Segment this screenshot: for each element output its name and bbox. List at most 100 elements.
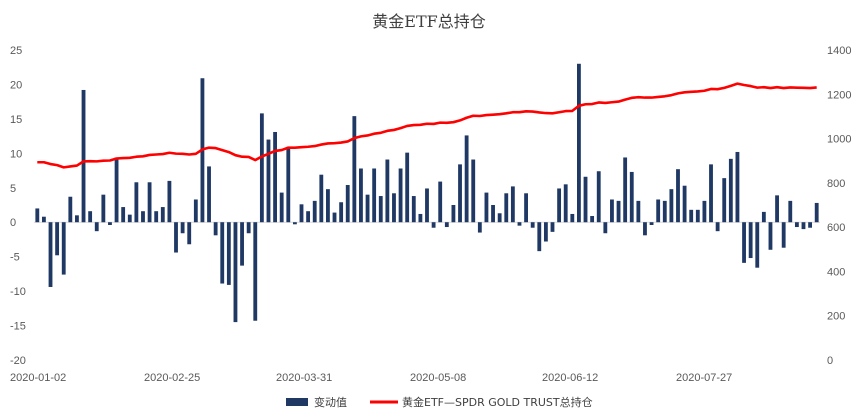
y-left-tick-label: 10 xyxy=(10,148,22,160)
bar-65 xyxy=(464,135,469,223)
bar-105 xyxy=(728,158,733,223)
y-left-tick-label: 25 xyxy=(10,45,22,57)
bar-4 xyxy=(61,222,66,275)
bar-54 xyxy=(392,193,396,223)
bar-79 xyxy=(557,188,562,223)
y-left-tick-label: 5 xyxy=(10,183,16,195)
bar-series xyxy=(35,63,819,323)
x-axis: 2020-01-02 2020-02-25 2020-03-31 2020-05-08… xyxy=(10,372,732,384)
bar-72 xyxy=(510,186,515,223)
bar-19 xyxy=(160,207,165,223)
bar-49 xyxy=(359,168,363,223)
bar-59 xyxy=(425,188,429,223)
bar-44 xyxy=(326,189,330,223)
bar-7 xyxy=(81,89,86,223)
x-tick-label: 2020-05-08 xyxy=(410,372,466,384)
legend-line-label: 黄金ETF—SPDR GOLD TRUST总持仓 xyxy=(402,395,593,409)
bar-68 xyxy=(484,192,489,223)
bar-66 xyxy=(471,159,476,223)
x-tick-label: 2020-02-25 xyxy=(144,372,200,384)
bar-10 xyxy=(101,194,106,223)
bar-48 xyxy=(352,116,357,223)
bar-1 xyxy=(41,216,46,223)
bar-57 xyxy=(411,196,416,223)
bar-6 xyxy=(75,215,79,223)
bar-61 xyxy=(438,181,443,223)
bar-33 xyxy=(253,222,258,321)
bar-16 xyxy=(141,211,145,223)
bar-73 xyxy=(517,222,522,226)
chart-title: 黄金ETF总持仓 xyxy=(372,12,485,31)
bar-76 xyxy=(537,222,542,252)
bar-94 xyxy=(656,199,661,223)
bar-31 xyxy=(240,222,244,266)
y-left-tick-label: 20 xyxy=(10,79,22,91)
bar-107 xyxy=(742,222,746,263)
y-right-tick-label: 800 xyxy=(827,178,845,190)
bar-95 xyxy=(662,200,667,223)
bar-110 xyxy=(761,211,766,223)
bar-39 xyxy=(292,222,297,225)
bar-102 xyxy=(709,164,713,223)
bar-35 xyxy=(266,139,271,223)
bar-91 xyxy=(636,200,641,223)
bar-64 xyxy=(458,164,462,223)
bar-116 xyxy=(801,222,806,230)
y-left-tick-label: -15 xyxy=(10,321,26,333)
y-left-tick-label: -5 xyxy=(10,252,20,264)
bar-83 xyxy=(583,176,588,223)
y-axis-left: -20 -15 -10 -5 0 5 10 15 20 25 xyxy=(10,45,26,367)
bar-74 xyxy=(524,193,528,223)
bar-108 xyxy=(748,222,753,259)
bar-111 xyxy=(768,222,773,250)
bar-27 xyxy=(213,222,218,236)
y-right-tick-label: 0 xyxy=(827,355,833,367)
bar-77 xyxy=(543,222,548,242)
bar-52 xyxy=(378,196,383,223)
y-right-tick-label: 1200 xyxy=(827,89,851,101)
bar-37 xyxy=(279,192,284,223)
bar-45 xyxy=(332,212,337,223)
bar-18 xyxy=(154,211,159,223)
bar-22 xyxy=(180,222,185,234)
bar-17 xyxy=(147,182,152,223)
bar-118 xyxy=(814,202,819,223)
holdings-line xyxy=(37,82,817,169)
y-left-tick-label: -10 xyxy=(10,286,26,298)
bar-13 xyxy=(121,207,126,223)
bar-26 xyxy=(207,166,211,223)
bar-63 xyxy=(451,205,456,223)
x-tick-label: 2020-03-31 xyxy=(276,372,332,384)
bar-84 xyxy=(590,216,595,223)
bar-71 xyxy=(504,193,509,223)
bar-51 xyxy=(372,168,377,223)
bar-2 xyxy=(48,222,53,287)
bar-36 xyxy=(273,131,277,223)
bar-85 xyxy=(596,171,601,223)
bar-42 xyxy=(312,200,317,223)
bar-0 xyxy=(35,208,40,223)
bar-58 xyxy=(418,213,423,223)
bar-47 xyxy=(345,185,350,223)
legend: 变动值 黄金ETF—SPDR GOLD TRUST总持仓 xyxy=(286,395,593,409)
bar-30 xyxy=(233,222,238,323)
bar-117 xyxy=(808,222,813,228)
bar-20 xyxy=(167,180,172,223)
bar-112 xyxy=(775,195,779,223)
bar-78 xyxy=(550,222,555,232)
bar-29 xyxy=(226,222,231,285)
y-axis-right: 0 200 400 600 800 1000 1200 1400 xyxy=(827,45,851,367)
bar-97 xyxy=(676,169,680,223)
bar-81 xyxy=(570,213,575,223)
bar-89 xyxy=(623,157,628,223)
bar-32 xyxy=(246,222,251,234)
bar-8 xyxy=(88,211,93,223)
y-left-tick-label: -20 xyxy=(10,355,26,367)
bar-56 xyxy=(405,152,410,223)
bar-96 xyxy=(669,189,674,223)
legend-bar-swatch xyxy=(286,398,308,406)
bar-12 xyxy=(114,157,119,223)
bar-43 xyxy=(319,174,324,223)
